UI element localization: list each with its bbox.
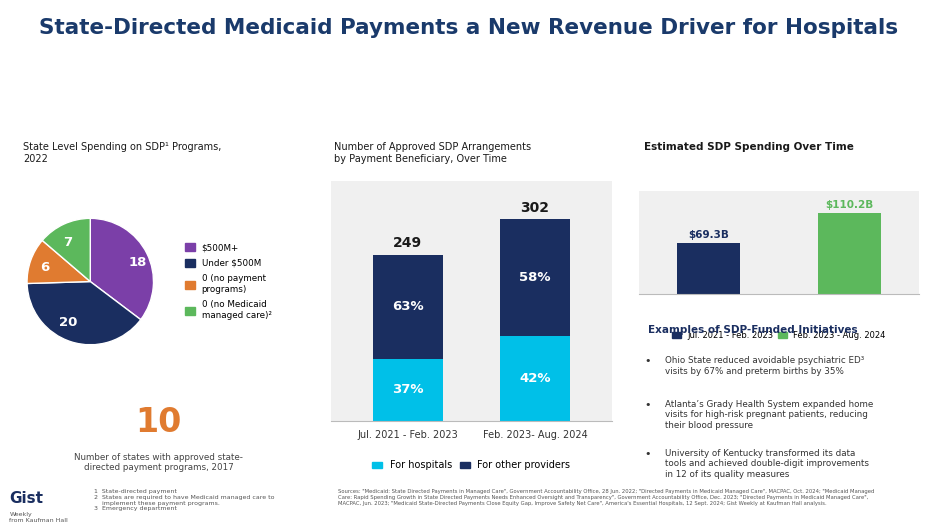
Text: $69.3B: $69.3B [688, 230, 730, 240]
Text: •: • [644, 400, 651, 410]
Text: Number of states with approved state-
directed payment programs, 2017: Number of states with approved state- di… [74, 453, 243, 472]
Text: Hospitals are reaping the
benefits of increased
Medicaid spending: Hospitals are reaping the benefits of in… [713, 77, 871, 114]
Text: 302: 302 [521, 201, 550, 214]
Legend: $500M+, Under $500M, 0 (no payment
programs), 0 (no Medicaid
managed care)²: $500M+, Under $500M, 0 (no payment progr… [182, 240, 275, 323]
Text: Examples of SDP-Funded Initiatives: Examples of SDP-Funded Initiatives [648, 325, 857, 335]
Text: 1  State-directed payment
2  States are required to have Medicaid managed care t: 1 State-directed payment 2 States are re… [94, 489, 274, 512]
FancyBboxPatch shape [317, 64, 384, 128]
Text: More than three quarters of
states utilize these relatively
new payment programs: More than three quarters of states utili… [92, 77, 274, 114]
Text: State-Directed Medicaid Payments a New Revenue Driver for Hospitals: State-Directed Medicaid Payments a New R… [39, 18, 899, 37]
Text: State Level Spending on SDP¹ Programs,
2022: State Level Spending on SDP¹ Programs, 2… [23, 142, 221, 164]
Bar [372, 359, 443, 421]
Wedge shape [90, 218, 154, 320]
Text: 6: 6 [40, 261, 50, 274]
Text: 20: 20 [59, 316, 77, 329]
Wedge shape [27, 281, 141, 345]
Text: Number of Approved SDP Arrangements
by Payment Beneficiary, Over Time: Number of Approved SDP Arrangements by P… [334, 142, 531, 164]
Text: The number of unique
payment arrangements is
quickly growing: The number of unique payment arrangement… [402, 77, 563, 114]
Bar [372, 255, 443, 359]
Text: Atlanta’s Grady Health System expanded home
visits for high-risk pregnant patien: Atlanta’s Grady Health System expanded h… [665, 400, 873, 430]
Text: University of Kentucky transformed its data
tools and achieved double-digit impr: University of Kentucky transformed its d… [665, 448, 870, 479]
Legend: For hospitals, For other providers: For hospitals, For other providers [369, 456, 574, 474]
Text: 58%: 58% [520, 271, 551, 284]
Text: 37%: 37% [392, 383, 423, 396]
Text: Sources: "Medicaid: State Directed Payments in Managed Care", Government Account: Sources: "Medicaid: State Directed Payme… [338, 489, 874, 505]
Bar [677, 243, 740, 294]
Text: •: • [644, 356, 651, 366]
Text: Gist: Gist [9, 491, 43, 506]
FancyBboxPatch shape [628, 64, 694, 128]
Bar [500, 336, 570, 421]
Text: 7: 7 [63, 236, 72, 249]
Text: Ohio State reduced avoidable psychiatric ED³
visits by 67% and preterm births by: Ohio State reduced avoidable psychiatric… [665, 356, 865, 376]
Text: Weekly
from Kaufman Hall: Weekly from Kaufman Hall [9, 512, 68, 523]
Text: 63%: 63% [392, 300, 423, 314]
Text: 10: 10 [135, 406, 182, 438]
Text: 18: 18 [129, 256, 147, 269]
Text: •: • [644, 448, 651, 458]
Wedge shape [27, 240, 90, 284]
Text: 42%: 42% [520, 372, 551, 385]
FancyBboxPatch shape [7, 64, 73, 128]
Legend: Jul. 2021 - Feb. 2023, Feb. 2023 - Aug. 2024: Jul. 2021 - Feb. 2023, Feb. 2023 - Aug. … [669, 328, 889, 343]
Wedge shape [42, 218, 90, 281]
Text: $110.2B: $110.2B [825, 200, 873, 210]
Text: Estimated SDP Spending Over Time: Estimated SDP Spending Over Time [644, 142, 855, 152]
Text: 249: 249 [393, 236, 422, 250]
Bar [500, 219, 570, 336]
Bar [818, 213, 881, 294]
